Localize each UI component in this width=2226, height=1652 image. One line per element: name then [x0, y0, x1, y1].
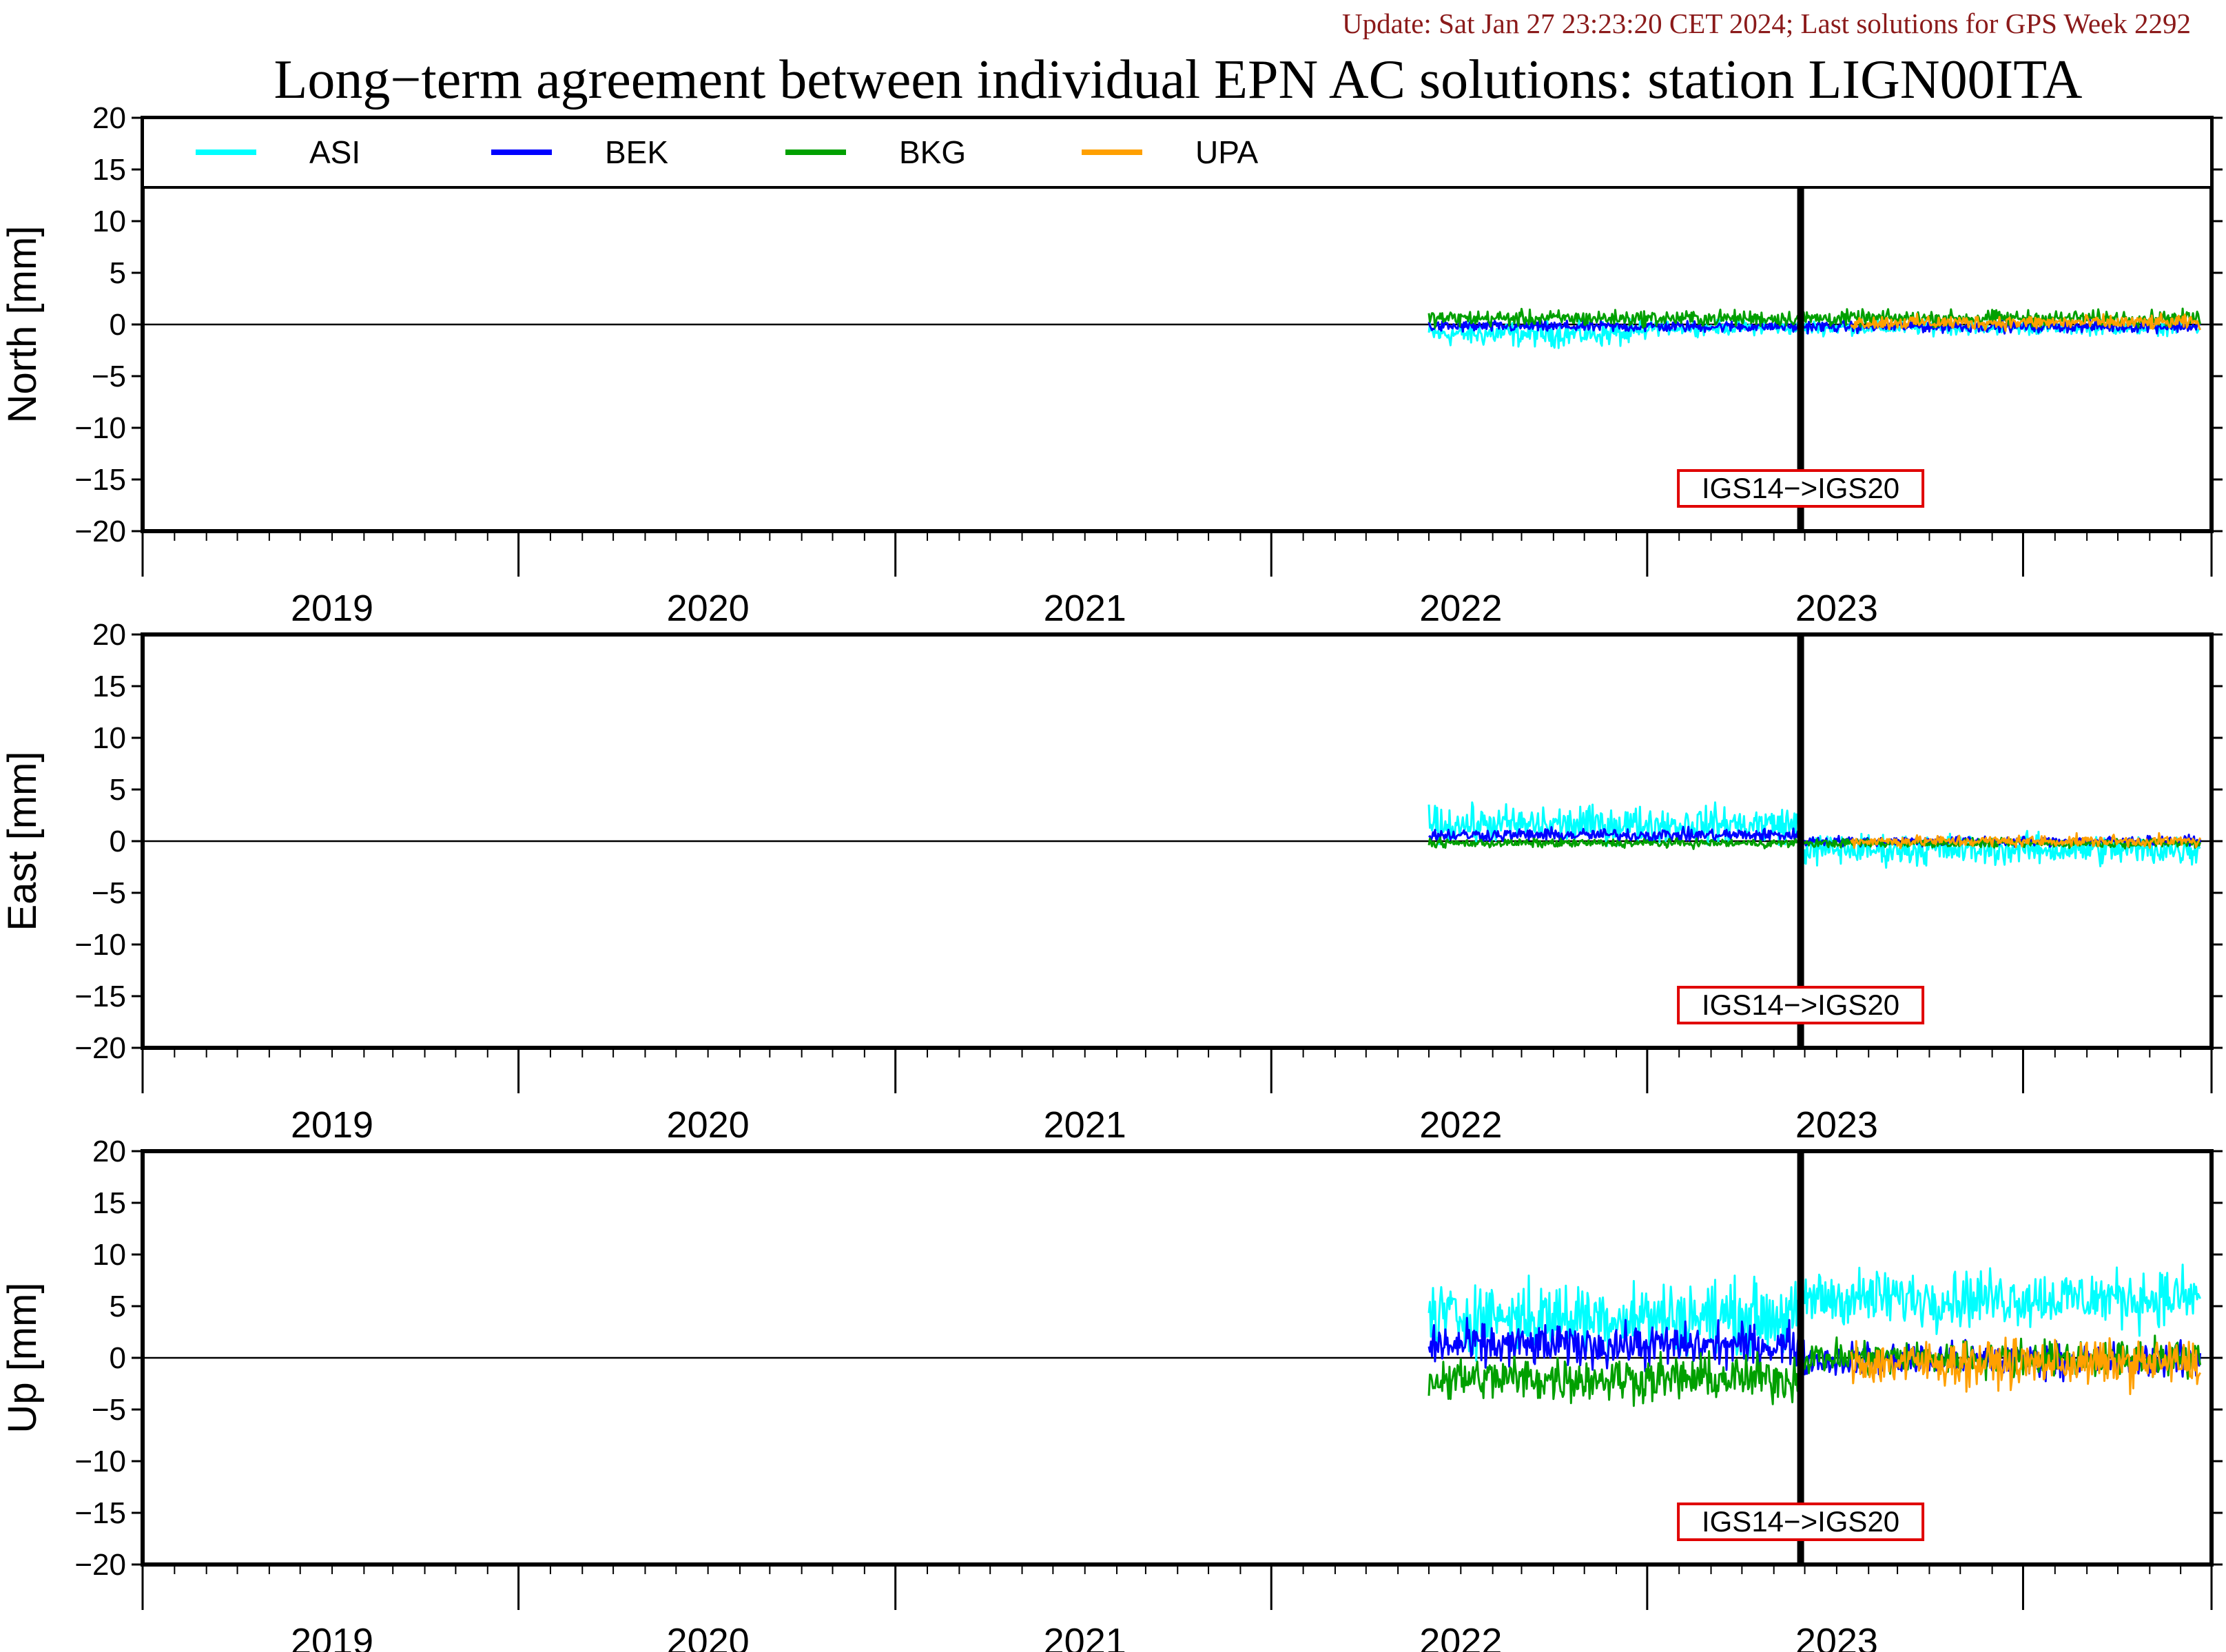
y-tick-label: 5 [110, 773, 126, 807]
series-asi-line [1428, 316, 2201, 349]
y-tick-label: 15 [92, 1186, 126, 1220]
annotation-box [1677, 986, 1925, 1024]
y-tick-label: −5 [92, 1393, 126, 1427]
y-tick-label: 10 [92, 1238, 126, 1272]
x-tick-label: 2022 [1419, 1104, 1502, 1146]
x-tick-label: 2019 [291, 588, 373, 629]
chart-title: Long−term agreement between individual E… [274, 50, 2083, 110]
x-tick-label: 2020 [667, 1104, 750, 1146]
legend: ASI BEK BKG UPA [141, 116, 2213, 189]
panel-up: IGS14−>IGS20 20 15 10 5 0 −5 −10 −15 −20 Up [mm] 20… [0, 1135, 2223, 1652]
y-tick-label: 20 [92, 618, 126, 652]
y-tick-label: −10 [74, 411, 126, 445]
y-tick-label: 20 [92, 1135, 126, 1168]
x-tick-label: 2020 [667, 588, 750, 629]
y-tick-label: −5 [92, 876, 126, 910]
series-asi-line [1428, 801, 2201, 869]
y-tick-label: −20 [74, 515, 126, 548]
y-tick-label: 20 [92, 101, 126, 135]
annotation: IGS14−>IGS20 [1677, 469, 1925, 508]
legend-label-bek: BEK [605, 134, 668, 170]
x-tick-label: 2021 [1044, 1621, 1126, 1652]
x-tick-label: 2019 [291, 1104, 373, 1146]
x-tick-label: 2020 [667, 1621, 750, 1652]
panel-north: IGS14−>IGS20 20 15 10 5 0 −5 −10 −15 −20 North [mm… [0, 101, 2223, 629]
series-asi-line [1428, 1263, 2201, 1362]
y-tick-label: −20 [74, 1548, 126, 1582]
y-tick-label: −20 [74, 1031, 126, 1065]
x-tick-label: 2021 [1044, 1104, 1126, 1146]
y-tick-label: −10 [74, 928, 126, 962]
x-tick-label: 2022 [1419, 1621, 1502, 1652]
y-tick-label: 0 [110, 1341, 126, 1375]
x-tick-label: 2023 [1795, 588, 1878, 629]
annotation: IGS14−>IGS20 [1677, 986, 1925, 1024]
annotation-label: IGS14−>IGS20 [1702, 989, 1899, 1021]
y-axis-label: Up [mm] [0, 1282, 45, 1433]
y-tick-label: 5 [110, 1290, 126, 1323]
update-text: Update: Sat Jan 27 23:23:20 CET 2024; La… [1342, 8, 2191, 39]
x-tick-label: 2023 [1795, 1104, 1878, 1146]
annotation-box [1677, 469, 1925, 508]
y-tick-label: −5 [92, 360, 126, 393]
legend-label-bkg: BKG [899, 134, 966, 170]
y-tick-label: 15 [92, 153, 126, 187]
y-tick-label: 10 [92, 721, 126, 755]
x-tick-label: 2023 [1795, 1621, 1878, 1652]
legend-label-asi: ASI [309, 134, 360, 170]
y-tick-label: −15 [74, 1496, 126, 1530]
series-upa-line [1850, 832, 2201, 849]
y-tick-label: 10 [92, 205, 126, 238]
x-tick-label: 2021 [1044, 588, 1126, 629]
x-tick-label: 2019 [291, 1621, 373, 1652]
y-axis-label: East [mm] [0, 751, 45, 931]
y-axis-label: North [mm] [0, 226, 45, 424]
panels-group: IGS14−>IGS20 20 15 10 5 0 −5 −10 −15 −20 North [mm… [0, 101, 2223, 1652]
series-upa-line [1850, 1336, 2201, 1396]
panel-east: IGS14−>IGS20 20 15 10 5 0 −5 −10 −15 −20 East [mm]… [0, 618, 2223, 1146]
annotation-label: IGS14−>IGS20 [1702, 472, 1899, 504]
y-tick-label: −15 [74, 463, 126, 497]
y-tick-label: 0 [110, 308, 126, 342]
legend-box [141, 116, 2213, 189]
annotation-box [1677, 1503, 1925, 1541]
x-tick-label: 2022 [1419, 588, 1502, 629]
series-bkg-line [1428, 307, 2202, 329]
y-tick-label: −15 [74, 980, 126, 1013]
y-tick-label: 5 [110, 256, 126, 290]
y-tick-label: 0 [110, 825, 126, 858]
y-tick-label: 15 [92, 670, 126, 703]
y-tick-label: −10 [74, 1445, 126, 1478]
annotation-label: IGS14−>IGS20 [1702, 1505, 1899, 1538]
annotation: IGS14−>IGS20 [1677, 1503, 1925, 1541]
legend-label-upa: UPA [1195, 134, 1258, 170]
series-upa-line [1850, 312, 2201, 332]
